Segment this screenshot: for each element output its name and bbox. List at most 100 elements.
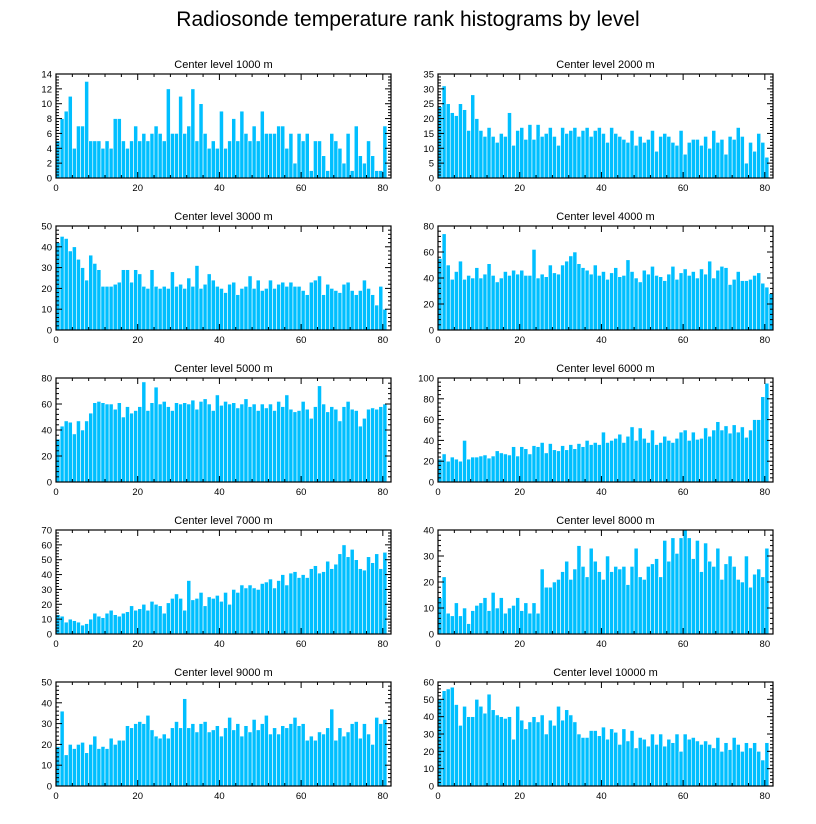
y-tick-label: 0 [47,630,52,641]
histogram-bar [678,272,684,331]
histogram-bar [194,408,200,483]
y-tick-label: 0 [47,326,52,337]
histogram-bar [166,737,171,787]
histogram-bar [88,618,94,635]
histogram-bar [748,278,753,331]
histogram-bar [76,258,81,331]
histogram-bar [584,269,590,331]
histogram-bar [503,718,508,787]
histogram-bar [112,614,118,635]
histogram-bar [63,621,69,635]
histogram-bar [543,733,549,787]
histogram-bar [719,429,725,483]
y-tick-label: 60 [41,400,52,411]
histogram-bar [641,142,647,179]
histogram-bar [666,136,672,179]
histogram-bar [353,559,359,635]
x-tick-label: 80 [760,791,771,802]
histogram-bar [161,286,167,331]
histogram-bar [605,738,610,787]
histogram-bar [329,568,335,635]
y-tick-label: 30 [423,552,434,563]
histogram-bar [141,723,147,787]
histogram-bar [210,729,216,787]
y-tick-label: 4 [47,144,52,155]
histogram-bar [498,277,504,331]
y-tick-label: 30 [423,84,434,95]
histogram-bar [584,737,590,787]
histogram-bar [268,279,273,331]
histogram-bar [125,611,130,635]
histogram-bar [231,402,237,483]
histogram-bar [609,440,614,483]
y-tick-label: 40 [41,242,52,253]
histogram-bar [145,288,151,331]
histogram-panel: Center level 1000 m 0 20 40 60 80 0 2 4 6 8 10 12 14 [41,59,392,194]
histogram-bar [227,603,232,635]
histogram-bar [76,621,81,635]
y-tick-label: 50 [41,678,52,689]
histogram-bar [190,286,196,331]
histogram-bar [474,118,480,179]
histogram-bar [84,279,89,331]
histogram-bar [715,547,721,635]
histogram-bar [304,408,310,483]
x-tick-label: 0 [53,183,58,194]
y-tick-label: 40 [41,570,52,581]
histogram-bar [325,283,331,331]
x-tick-label: 0 [435,487,440,498]
histogram-bar [345,401,351,483]
histogram-bar [597,735,602,787]
histogram-bar [362,417,367,483]
histogram-bar [382,551,388,635]
x-tick-label: 0 [435,791,440,802]
histogram-bar [564,133,570,179]
histogram-bar [654,275,659,331]
histogram-bar [740,751,745,787]
histogram-panel: Center level 7000 m 0 20 40 60 80 0 10 20 30 40 50 6… [41,515,392,650]
histogram-bar [345,556,351,635]
histogram-bar [633,277,639,331]
histogram-bar [543,133,549,179]
histogram-bar [72,433,77,483]
histogram-bar [490,592,496,635]
histogram-bar [748,142,753,179]
y-tick-label: 12 [41,84,52,95]
histogram-bar [370,155,375,179]
histogram-bar [703,427,708,483]
histogram-bar [104,286,110,331]
histogram-bar [313,565,318,635]
histogram-bar [637,427,643,483]
histogram-bar [219,404,224,483]
histogram-bar [202,605,208,635]
histogram-bar [166,602,171,635]
histogram-bar [707,560,713,635]
x-tick-label: 0 [53,639,58,650]
histogram-bar [752,275,757,331]
histogram-bar [674,553,680,635]
y-tick-label: 25 [423,99,434,110]
histogram-bar [370,744,375,787]
histogram-bar [662,133,668,179]
histogram-bar [695,277,700,331]
histogram-bar [462,278,467,331]
histogram-bar [186,580,192,635]
histogram-bar [259,290,265,331]
histogram-bar [182,402,188,483]
histogram-bar [641,269,647,331]
histogram-bar [560,127,565,179]
histogram-bar [251,288,257,331]
histogram-bar [543,276,549,331]
histogram-bar [462,440,467,483]
histogram-bar [170,727,175,787]
histogram-bar [625,142,631,179]
x-tick-label: 40 [214,487,225,498]
histogram-bar [235,140,241,179]
histogram-bar [580,566,586,635]
histogram-bar [719,265,725,331]
histogram-bar [321,733,326,787]
histogram-bar [321,155,326,179]
histogram-panel: Center level 6000 m 0 20 40 60 80 0 20 40 60 80 100 [418,363,774,498]
histogram-bar [695,540,700,635]
histogram-bar [206,596,212,635]
